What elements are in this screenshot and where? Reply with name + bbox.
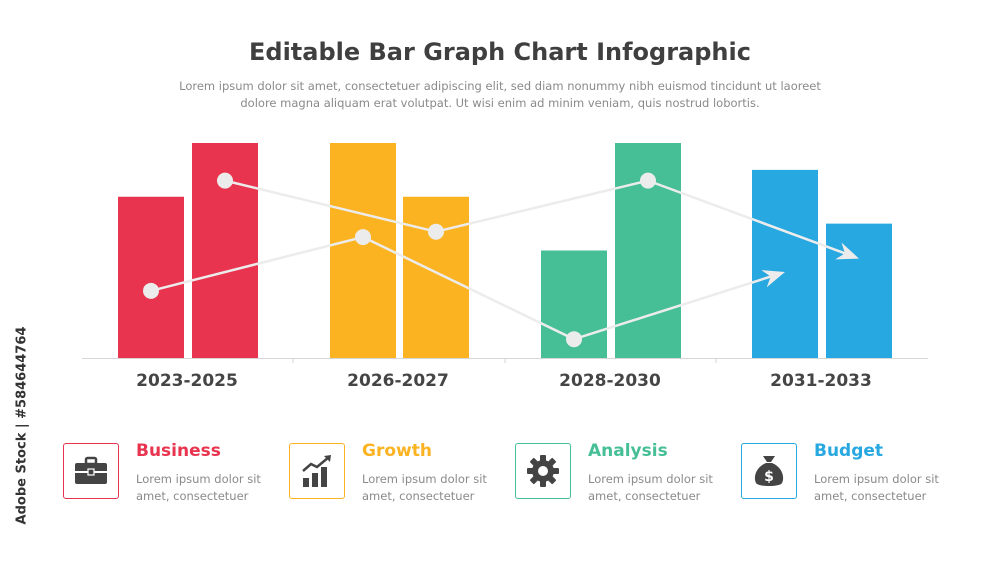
legend-item-growth: Growth Lorem ipsum dolor sit amet, conse… — [289, 441, 509, 503]
category-label: 2023-2025 — [136, 371, 238, 391]
bar — [118, 196, 184, 358]
bar — [752, 169, 818, 358]
trend-point — [640, 172, 656, 189]
bar — [826, 223, 892, 358]
trend-point — [566, 331, 582, 348]
trend-line — [362, 235, 575, 341]
legend-title: Growth — [362, 441, 432, 461]
trend-point — [428, 223, 444, 240]
money-bag-icon: $ — [754, 456, 784, 486]
legend-icon-box: $ — [741, 443, 797, 499]
legend-text: Lorem ipsum dolor sit amet, consectetuer — [588, 472, 713, 503]
legend-item-budget: $ Budget Lorem ipsum dolor sit amet, con… — [741, 441, 961, 503]
trend-line — [150, 235, 364, 293]
legend-title: Business — [136, 441, 221, 461]
legend-item-analysis: Analysis Lorem ipsum dolor sit amet, con… — [515, 441, 735, 503]
trend-point — [143, 282, 159, 299]
briefcase-icon — [75, 456, 107, 484]
trend-line — [647, 179, 847, 255]
trend-point — [217, 172, 233, 189]
legend-icon-box — [515, 443, 571, 499]
trend-line — [435, 179, 649, 233]
trend-line — [224, 179, 437, 233]
chart-subtitle: Lorem ipsum dolor sit amet, consectetuer… — [179, 79, 821, 110]
trend-point — [355, 229, 371, 246]
svg-text:$: $ — [764, 469, 774, 485]
legend-title: Analysis — [588, 441, 668, 461]
category-label: 2026-2027 — [347, 371, 449, 391]
legend-text: Lorem ipsum dolor sit amet, consectetuer — [362, 472, 487, 503]
trend-line — [573, 275, 773, 341]
chart-title: Editable Bar Graph Chart Infographic — [249, 38, 751, 66]
category-label: 2031-2033 — [770, 371, 872, 391]
trend-arrowhead — [761, 270, 785, 288]
category-label: 2028-2030 — [559, 371, 661, 391]
growth-chart-icon — [302, 455, 331, 487]
gear-icon — [527, 455, 559, 487]
legend-item-business: Business Lorem ipsum dolor sit amet, con… — [63, 441, 283, 503]
watermark-id: Adobe Stock | #584644764 — [14, 326, 30, 525]
trend-arrowhead — [835, 242, 859, 260]
legend-icon-box — [289, 443, 345, 499]
bar — [330, 143, 396, 358]
legend-title: Budget — [814, 441, 884, 461]
legend-icon-box — [63, 443, 119, 499]
bar — [403, 196, 469, 358]
legend-text: Lorem ipsum dolor sit amet, consectetuer — [136, 472, 261, 503]
legend-text: Lorem ipsum dolor sit amet, consectetuer — [814, 472, 939, 503]
